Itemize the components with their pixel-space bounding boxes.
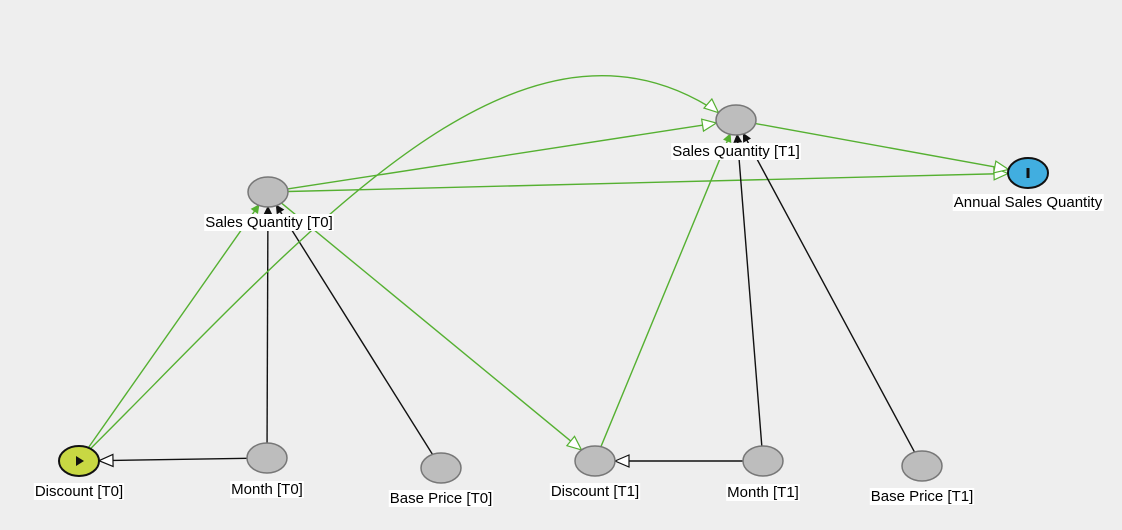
node-bp0[interactable]: Base Price [T0] — [388, 452, 494, 507]
node-label: Month [T1] — [727, 484, 799, 501]
edge-m1-to-sq1[interactable] — [733, 133, 763, 447]
edge-line — [98, 457, 248, 462]
node-m0[interactable]: Month [T0] — [230, 442, 304, 498]
edge-line — [600, 134, 731, 447]
node-label: Sales Quantity [T1] — [672, 143, 800, 160]
label-background — [549, 483, 641, 500]
play-icon — [76, 456, 84, 466]
edges-layer — [87, 75, 1011, 468]
edge-line — [281, 202, 582, 451]
node-label: Annual Sales Quantity — [954, 194, 1103, 211]
node-label: Sales Quantity [T0] — [205, 214, 333, 231]
node-shape — [247, 176, 289, 208]
node-bp1[interactable]: Base Price [T1] — [869, 450, 975, 505]
edge-m0-to-d0[interactable] — [97, 453, 248, 468]
node-sq0[interactable]: Sales Quantity [T0] — [204, 176, 334, 231]
edge-arrowhead — [700, 118, 718, 133]
edge-arrowhead — [250, 204, 260, 215]
edge-sq0-to-d1[interactable] — [281, 202, 583, 451]
label-background — [33, 483, 125, 500]
edge-line — [275, 205, 434, 455]
edge-m0-to-sq0[interactable] — [263, 205, 273, 444]
edge-line — [287, 122, 717, 190]
bar-icon — [1026, 168, 1030, 178]
edge-arrowhead — [565, 435, 583, 451]
node-shape — [246, 442, 288, 474]
edge-arrowhead — [275, 204, 285, 215]
node-shape — [742, 445, 784, 477]
label-background — [952, 194, 1104, 211]
edge-arrowhead — [702, 97, 720, 114]
label-background — [204, 214, 334, 231]
edge-bp0-to-sq0[interactable] — [275, 204, 434, 455]
node-shape — [574, 445, 616, 477]
edge-line — [266, 206, 269, 444]
node-sq1[interactable]: Sales Quantity [T1] — [671, 104, 801, 160]
edge-arrowhead — [723, 133, 732, 144]
edge-d0-to-sq1[interactable] — [90, 75, 720, 450]
node-label: Discount [T1] — [551, 483, 639, 500]
edge-line — [736, 134, 763, 447]
node-shape — [715, 104, 757, 136]
edge-sq0-to-sq1[interactable] — [287, 118, 718, 190]
edge-arrowhead — [733, 133, 743, 143]
node-label: Discount [T0] — [35, 483, 123, 500]
edge-line — [755, 122, 1009, 171]
edge-sq1-to-asq[interactable] — [755, 122, 1011, 174]
label-background — [726, 484, 800, 501]
edge-arrowhead — [263, 205, 273, 215]
edge-line — [90, 75, 719, 450]
node-label: Base Price [T1] — [871, 488, 974, 505]
node-shape — [901, 450, 943, 482]
edge-line — [742, 133, 916, 453]
edge-line — [287, 172, 1009, 193]
edge-arrowhead — [97, 453, 114, 468]
edge-line — [87, 204, 260, 449]
edge-d0-to-sq0[interactable] — [87, 204, 260, 449]
label-background — [671, 143, 801, 160]
node-d0[interactable]: Discount [T0] — [33, 445, 125, 500]
edge-d1-to-sq1[interactable] — [600, 133, 732, 447]
edge-arrowhead — [992, 160, 1011, 174]
node-label: Month [T0] — [231, 481, 303, 498]
edge-sq0-to-asq[interactable] — [287, 166, 1010, 193]
node-asq[interactable]: Annual Sales Quantity — [952, 157, 1104, 211]
label-background — [869, 488, 975, 505]
edge-m1-to-d1[interactable] — [613, 454, 743, 468]
edge-arrowhead — [742, 132, 752, 143]
node-label: Base Price [T0] — [390, 490, 493, 507]
node-d1[interactable]: Discount [T1] — [549, 445, 641, 500]
edge-bp1-to-sq1[interactable] — [742, 132, 916, 453]
nodes-layer: Sales Quantity [T0] Sales Quantity [T1] An… — [33, 104, 1104, 507]
node-m1[interactable]: Month [T1] — [726, 445, 800, 501]
label-background — [388, 490, 494, 507]
edge-arrowhead — [613, 454, 630, 468]
label-background — [230, 481, 304, 498]
node-shape — [420, 452, 462, 484]
